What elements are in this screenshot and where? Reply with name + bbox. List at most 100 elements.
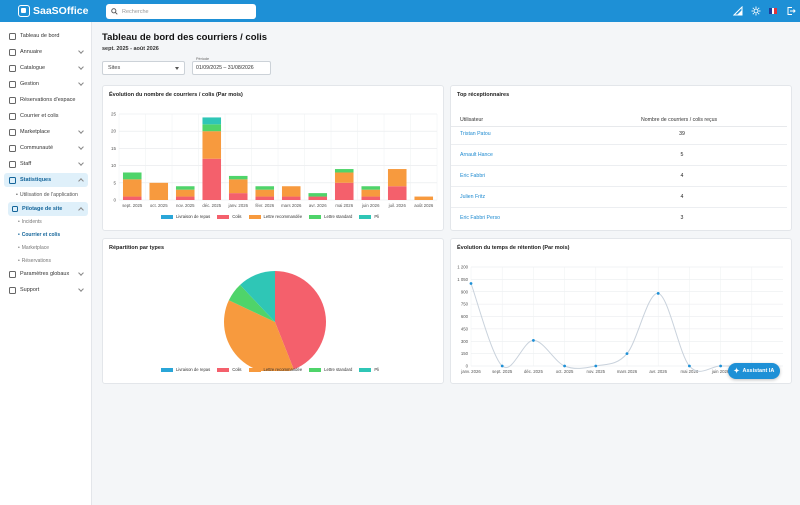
data-point[interactable]	[625, 352, 629, 356]
sidebar-item-dashboard[interactable]: Tableau de bord	[4, 29, 88, 43]
sidebar-item-catalogue[interactable]: Catalogue	[4, 61, 88, 75]
top-receivers-card: Top réceptionnaires Utilisateur Nombre d…	[450, 85, 792, 231]
legend-item[interactable]: Pli	[359, 367, 379, 372]
data-point[interactable]	[563, 364, 566, 368]
sidebar-sub-usage[interactable]: • Utilisation de l'application	[4, 188, 88, 202]
count-cell: 5	[680, 152, 684, 158]
bar-segment[interactable]	[361, 189, 381, 197]
bar-segment[interactable]	[202, 117, 222, 125]
bar-segment[interactable]	[228, 179, 248, 194]
bar-segment[interactable]	[334, 182, 354, 200]
sidebar-item-marketplace[interactable]: Marketplace	[4, 125, 88, 139]
sidebar-item-support[interactable]: Support	[4, 283, 88, 297]
x-tick-label: juil. 2026	[388, 203, 407, 208]
bar-segment[interactable]	[334, 169, 354, 173]
sidebar-sub-pilotage[interactable]: Pilotage de site	[8, 202, 88, 216]
bar-segment[interactable]	[202, 131, 222, 159]
pie-slice[interactable]	[224, 300, 294, 371]
x-tick-label: mars 2026	[617, 369, 638, 374]
legend-item[interactable]: Lettre standard	[309, 214, 352, 219]
bar-segment[interactable]	[122, 179, 142, 197]
bar-segment[interactable]	[334, 172, 354, 183]
user-link[interactable]: Arnault Hance	[460, 152, 493, 158]
bar-segment[interactable]	[281, 186, 301, 197]
legend-item[interactable]: Lettre recommandée	[248, 214, 302, 219]
sidebar-leaf-courrier[interactable]: • Courrier et colis	[4, 228, 88, 242]
legend-item[interactable]: Colis	[217, 367, 242, 372]
pie-slice[interactable]	[240, 271, 275, 322]
legend-item[interactable]: Lettre standard	[309, 367, 352, 372]
bar-segment[interactable]	[308, 196, 328, 200]
pie-slice[interactable]	[275, 271, 327, 370]
user-link[interactable]: Eric Fabbri Perso	[460, 215, 501, 221]
sidebar-item-label: Tableau de bord	[20, 33, 60, 39]
search-box[interactable]	[106, 4, 256, 19]
sidebar-leaf-marketplace[interactable]: • Marketplace	[4, 241, 88, 255]
bar-segment[interactable]	[361, 196, 381, 200]
pie-slice[interactable]	[228, 284, 275, 322]
sidebar-item-annuaire[interactable]: Annuaire	[4, 45, 88, 59]
bar-segment[interactable]	[387, 186, 407, 200]
logout-icon[interactable]	[786, 6, 796, 16]
bar-segment[interactable]	[149, 182, 169, 200]
bullet-icon: •	[18, 232, 20, 238]
bar-segment[interactable]	[281, 196, 301, 200]
data-point[interactable]	[469, 282, 473, 285]
data-point[interactable]	[532, 339, 535, 342]
legend-item[interactable]: Livraison de repas	[161, 367, 210, 372]
sidebar-item-parametres[interactable]: Paramètres globaux	[4, 267, 88, 281]
bar-segment[interactable]	[414, 196, 434, 200]
bar-segment[interactable]	[202, 158, 222, 200]
legend-item[interactable]: Lettre recommandée	[248, 367, 302, 372]
legend-item[interactable]: Pli	[359, 214, 379, 219]
bar-segment[interactable]	[255, 196, 275, 200]
data-point[interactable]	[719, 364, 722, 368]
legend-item[interactable]: Colis	[217, 214, 242, 219]
bar-segment[interactable]	[255, 186, 275, 190]
sidebar-leaf-incidents[interactable]: • Incidents	[4, 215, 88, 229]
bar-segment[interactable]	[175, 189, 195, 197]
legend-label: Colis	[232, 214, 242, 219]
sidebar-item-courrier[interactable]: Courrier et colis	[4, 109, 88, 123]
bar-segment[interactable]	[308, 193, 328, 197]
sidebar-item-label: Marketplace	[20, 129, 50, 135]
bar-segment[interactable]	[361, 186, 381, 190]
x-tick-label: juin 2026	[711, 369, 730, 374]
flag-fr-icon[interactable]	[769, 8, 778, 14]
user-link[interactable]: Tristan Patou	[460, 131, 491, 137]
bar-segment[interactable]	[175, 186, 195, 190]
bar-segment[interactable]	[175, 196, 195, 200]
data-point[interactable]	[500, 364, 504, 368]
data-point[interactable]	[656, 292, 660, 295]
bar-segment[interactable]	[228, 175, 248, 180]
chevron-up-icon	[78, 178, 84, 184]
sidebar-item-reservations[interactable]: Réservations d'espace	[4, 93, 88, 107]
y-tick-label: 600	[461, 314, 469, 319]
data-point[interactable]	[594, 364, 598, 368]
signal-icon[interactable]	[733, 6, 743, 16]
legend-item[interactable]: Livraison de repas	[161, 214, 210, 219]
sidebar-leaf-reservations[interactable]: • Réservations	[4, 254, 88, 268]
bar-segment[interactable]	[202, 124, 222, 132]
bar-segment[interactable]	[228, 193, 248, 200]
sun-icon[interactable]	[751, 6, 761, 16]
data-point[interactable]	[688, 364, 691, 368]
pie-chart	[224, 271, 327, 371]
search-icon	[111, 8, 118, 15]
bar-segment[interactable]	[387, 169, 407, 187]
chevron-down-icon	[78, 48, 84, 54]
site-select[interactable]: Sites	[102, 61, 185, 75]
bar-segment[interactable]	[122, 172, 142, 180]
bar-segment[interactable]	[255, 189, 275, 197]
sidebar-item-staff[interactable]: Staff	[4, 157, 88, 171]
sidebar-item-gestion[interactable]: Gestion	[4, 77, 88, 91]
sidebar-item-communaute[interactable]: Communauté	[4, 141, 88, 155]
app-logo[interactable]: SaaSOffice	[18, 4, 88, 18]
period-input[interactable]: 01/09/2025 – 31/08/2026	[192, 61, 271, 75]
user-link[interactable]: Eric Fabbri	[460, 173, 486, 179]
user-link[interactable]: Julien Fritz	[460, 194, 486, 200]
bar-segment[interactable]	[122, 196, 142, 200]
search-input[interactable]	[122, 8, 242, 15]
ai-assistant-button[interactable]: ✦ Assistant IA	[728, 363, 780, 379]
sidebar-item-statistiques[interactable]: Statistiques	[4, 173, 88, 187]
